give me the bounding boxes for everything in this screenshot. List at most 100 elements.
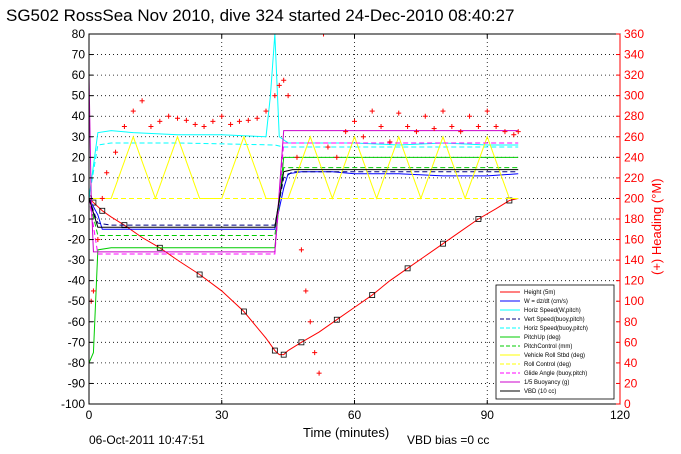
heading-point bbox=[276, 82, 282, 88]
y-left-tick-label: 0 bbox=[78, 191, 85, 205]
heading-point bbox=[325, 144, 331, 150]
heading-point bbox=[321, 34, 327, 37]
y-left-tick-label: -70 bbox=[68, 335, 86, 349]
height-point-marker bbox=[333, 316, 340, 323]
chart-title: SG502 RossSea Nov 2010, dive 324 started… bbox=[6, 6, 514, 25]
legend-label-8: Roll Control (deg) bbox=[524, 362, 571, 368]
heading-point bbox=[113, 149, 119, 155]
y-left-tick-label: -60 bbox=[68, 315, 86, 329]
y-left-tick-label: 30 bbox=[72, 130, 86, 144]
y-right-tick-label: 40 bbox=[624, 356, 638, 370]
y-right-tick-label: 180 bbox=[624, 212, 644, 226]
heading-point bbox=[219, 113, 225, 119]
y-left-tick-label: 80 bbox=[72, 27, 86, 41]
y-left-tick-label: -80 bbox=[68, 356, 86, 370]
footer-vbd-bias: VBD bias =0 cc bbox=[407, 433, 489, 447]
heading-point bbox=[303, 288, 309, 294]
legend: Height (5m) W = dz/dt (cm/s) Horiz Speed(W… bbox=[495, 284, 615, 400]
heading-point bbox=[431, 126, 437, 132]
y-right-tick-label: 100 bbox=[624, 294, 644, 308]
y-left-tick-label: -20 bbox=[68, 233, 86, 247]
y-left-tick-label: 50 bbox=[72, 89, 86, 103]
heading-point bbox=[369, 108, 375, 114]
height-point-marker bbox=[298, 339, 305, 346]
heading-point bbox=[396, 110, 402, 116]
legend-label-5: PitchUp (deg) bbox=[524, 335, 561, 341]
heading-point bbox=[387, 139, 393, 145]
y-right-tick-label: 20 bbox=[624, 376, 638, 390]
heading-point bbox=[201, 124, 207, 129]
y-left-tick-label: 10 bbox=[72, 171, 86, 185]
y-right-tick-label: 160 bbox=[624, 233, 644, 247]
height-point-marker bbox=[404, 265, 411, 272]
height-point-marker bbox=[271, 347, 278, 354]
heading-point bbox=[405, 124, 411, 129]
y-left-tick-label: 70 bbox=[72, 48, 86, 62]
y-right-tick-label: 200 bbox=[624, 191, 644, 205]
heading-point bbox=[157, 118, 163, 124]
heading-point bbox=[272, 93, 278, 99]
x-tick-label: 120 bbox=[610, 408, 630, 422]
heading-point bbox=[502, 129, 508, 135]
heading-point bbox=[95, 237, 101, 243]
heading-point bbox=[254, 115, 260, 121]
height-point-marker bbox=[196, 271, 203, 278]
legend-label-11: VBD (10 cc) bbox=[524, 389, 556, 395]
series-line-4 bbox=[89, 142, 519, 199]
legend-label-2: Horiz Speed(W,pitch) bbox=[524, 308, 581, 314]
height-point-marker bbox=[99, 207, 106, 214]
x-tick-label: 0 bbox=[86, 408, 93, 422]
heading-point bbox=[352, 118, 357, 124]
legend-label-1: W = dz/dt (cm/s) bbox=[524, 299, 568, 305]
heading-point bbox=[148, 124, 154, 129]
series-line-1 bbox=[89, 171, 519, 230]
heading-point bbox=[175, 115, 180, 121]
y-right-tick-label: 220 bbox=[624, 171, 644, 185]
heading-point bbox=[139, 98, 145, 104]
y-right-tick-label: 360 bbox=[624, 27, 644, 41]
y-left-tick-label: 20 bbox=[72, 150, 86, 164]
legend-label-10: 1/5 Buoyancy (g) bbox=[524, 380, 569, 386]
y-left-tick-label: -90 bbox=[68, 376, 86, 390]
legend-label-4: Horiz Speed(buoy,pitch) bbox=[524, 326, 588, 332]
heading-point bbox=[484, 108, 490, 114]
y-right-tick-label: 340 bbox=[624, 48, 644, 62]
heading-point bbox=[475, 124, 481, 129]
y-right-tick-label: 0 bbox=[624, 397, 631, 411]
heading-point bbox=[192, 121, 198, 127]
heading-point bbox=[121, 124, 127, 129]
series-line-7 bbox=[89, 135, 519, 200]
y-left-tick-label: -10 bbox=[68, 212, 86, 226]
heading-point bbox=[130, 108, 136, 114]
heading-point bbox=[493, 124, 499, 129]
heading-point bbox=[343, 129, 349, 135]
y-right-tick-label: 240 bbox=[624, 150, 644, 164]
y-right-tick-label: 140 bbox=[624, 253, 644, 267]
heading-point bbox=[210, 118, 216, 124]
y-right-tick-label: 120 bbox=[624, 274, 644, 288]
x-tick-label: 30 bbox=[215, 408, 229, 422]
y-left-tick-label: -30 bbox=[68, 253, 86, 267]
heading-point bbox=[281, 77, 287, 83]
x-axis-label: Time (minutes) bbox=[303, 425, 389, 440]
series-line-9 bbox=[89, 142, 519, 255]
heading-point bbox=[228, 121, 234, 127]
legend-label-7: Vehicle Roll Stbd (deg) bbox=[524, 353, 585, 359]
axes: 0 30 60 90 12080706050403020100-10-20-30-40-… bbox=[61, 27, 644, 422]
height-point-marker bbox=[369, 292, 376, 298]
heading-point bbox=[360, 134, 366, 140]
heading-point bbox=[422, 113, 428, 119]
plot-area bbox=[89, 34, 521, 376]
x-tick-label: 60 bbox=[348, 408, 362, 422]
heading-point bbox=[245, 117, 251, 123]
y-right-tick-label: 320 bbox=[624, 68, 644, 82]
y-right-tick-label: 60 bbox=[624, 335, 638, 349]
heading-point bbox=[511, 132, 517, 138]
heading-point bbox=[334, 154, 340, 160]
heading-point bbox=[449, 124, 455, 129]
heading-point bbox=[285, 93, 291, 99]
heading-point bbox=[307, 319, 313, 325]
heading-point bbox=[413, 129, 419, 135]
right-axis-label: (+) Heading (°M) bbox=[649, 178, 664, 275]
y-right-tick-label: 280 bbox=[624, 109, 644, 123]
